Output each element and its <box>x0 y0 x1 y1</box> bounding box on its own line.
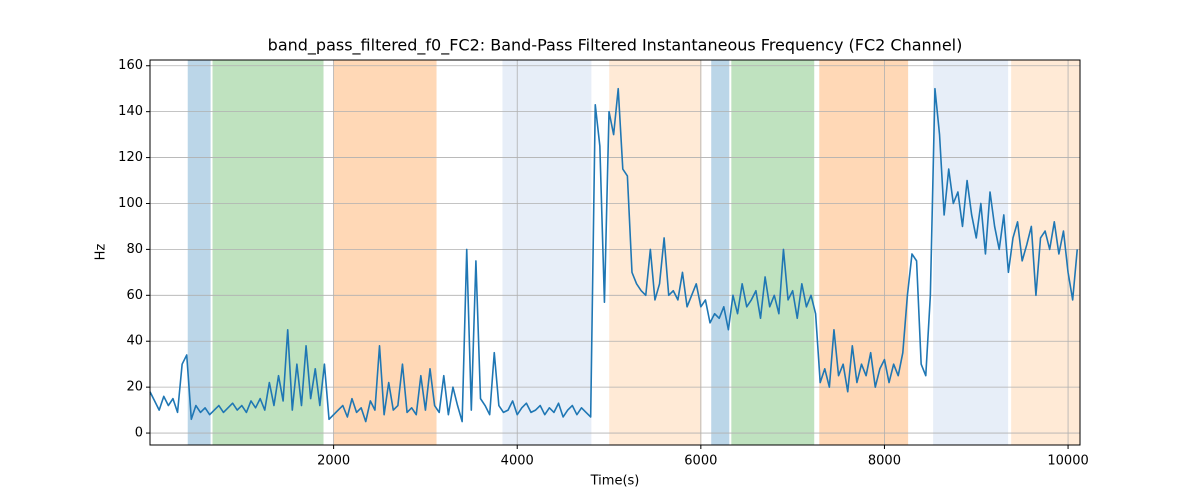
y-tick-label: 160 <box>118 58 143 73</box>
y-axis-label: Hz <box>94 244 109 261</box>
span <box>819 60 909 445</box>
y-tick-label: 0 <box>135 426 143 441</box>
x-axis-label: Time(s) <box>590 474 640 489</box>
y-tick-label: 100 <box>118 196 143 211</box>
span <box>187 60 211 445</box>
span <box>731 60 815 445</box>
axes-frame <box>149 59 1081 446</box>
y-tick-label: 40 <box>126 334 143 349</box>
x-tick-label: 4000 <box>501 454 534 469</box>
y-tick-label: 60 <box>126 288 143 303</box>
x-tick-label: 8000 <box>868 454 901 469</box>
chart-title: band_pass_filtered_f0_FC2: Band-Pass Fil… <box>268 36 963 56</box>
grid <box>150 60 1080 445</box>
y-tick-label: 120 <box>118 150 143 165</box>
y-tick-label: 80 <box>126 242 143 257</box>
x-tick-label: 10000 <box>1047 454 1088 469</box>
span <box>1011 60 1080 445</box>
y-tick-label: 20 <box>126 380 143 395</box>
span <box>333 60 437 445</box>
x-tick-label: 6000 <box>684 454 717 469</box>
span <box>609 60 702 445</box>
span <box>212 60 324 445</box>
x-tick-label: 2000 <box>317 454 350 469</box>
y-tick-label: 140 <box>118 104 143 119</box>
line-series <box>149 87 1079 423</box>
span <box>711 60 730 445</box>
plot <box>149 87 1079 423</box>
span <box>933 60 1009 445</box>
ticks: 2000 4000 6000 8000 10000 0 20 40 60 80 100 120 140 1… <box>118 58 1089 468</box>
